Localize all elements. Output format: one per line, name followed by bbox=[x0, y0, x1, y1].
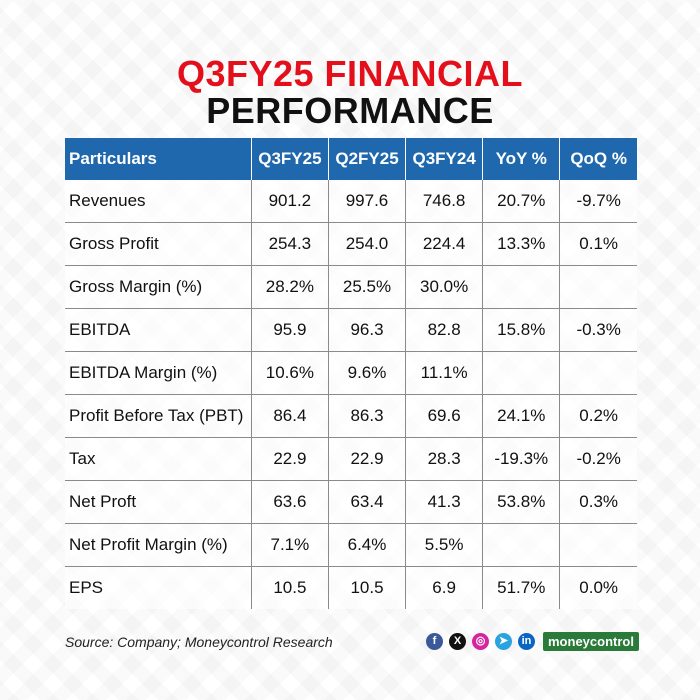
row-label: Net Proft bbox=[65, 480, 252, 524]
moneycontrol-logo[interactable]: moneycontrol bbox=[543, 632, 639, 651]
table-cell: 0.3% bbox=[559, 480, 637, 524]
table-cell: 51.7% bbox=[482, 566, 560, 609]
table-cell: 901.2 bbox=[250, 180, 329, 223]
table-cell: 95.9 bbox=[250, 308, 329, 352]
table-cell: 24.1% bbox=[482, 394, 560, 438]
telegram-icon[interactable]: ➤ bbox=[495, 633, 512, 650]
column-header: Q3FY25 bbox=[250, 138, 329, 180]
table-cell: 10.5 bbox=[327, 566, 406, 609]
column-header: Particulars bbox=[65, 138, 252, 180]
table-cell: 28.3 bbox=[405, 437, 483, 481]
column-header: QoQ % bbox=[559, 138, 637, 180]
table-cell bbox=[482, 523, 560, 567]
row-label: Gross Margin (%) bbox=[65, 265, 252, 309]
table-cell: 63.6 bbox=[250, 480, 329, 524]
table-cell: 997.6 bbox=[327, 180, 406, 223]
table-cell: 25.5% bbox=[327, 265, 406, 309]
title-line-2: PERFORMANCE bbox=[206, 90, 494, 131]
table-row: Net Profit Margin (%) 7.1% 6.4% 5.5% bbox=[65, 523, 637, 567]
source-note: Source: Company; Moneycontrol Research bbox=[65, 634, 333, 650]
table-row: Tax 22.9 22.9 28.3 -19.3% -0.2% bbox=[65, 437, 637, 481]
row-label: Tax bbox=[65, 437, 252, 481]
table-cell bbox=[559, 523, 637, 567]
column-header: Q3FY24 bbox=[405, 138, 484, 180]
table-cell: 86.3 bbox=[327, 394, 406, 438]
table-cell: 11.1% bbox=[405, 351, 483, 395]
table-cell: 53.8% bbox=[482, 480, 560, 524]
table-cell: -0.3% bbox=[559, 308, 637, 352]
x-icon[interactable]: X bbox=[449, 633, 466, 650]
row-label: Net Profit Margin (%) bbox=[65, 523, 252, 567]
table-cell: 13.3% bbox=[482, 222, 560, 266]
table-row: EBITDA Margin (%) 10.6% 9.6% 11.1% bbox=[65, 351, 637, 395]
facebook-icon[interactable]: f bbox=[426, 633, 443, 650]
table-cell: 254.0 bbox=[327, 222, 406, 266]
table-row: Gross Profit 254.3 254.0 224.4 13.3% 0.1% bbox=[65, 222, 637, 266]
table-cell: 22.9 bbox=[250, 437, 329, 481]
table-cell: 0.1% bbox=[559, 222, 637, 266]
linkedin-icon[interactable]: in bbox=[518, 633, 535, 650]
table-row: Profit Before Tax (PBT) 86.4 86.3 69.6 24.1%… bbox=[65, 394, 637, 438]
table-cell: 224.4 bbox=[405, 222, 483, 266]
table-cell: 69.6 bbox=[405, 394, 483, 438]
table-row: Net Proft 63.6 63.4 41.3 53.8% 0.3% bbox=[65, 480, 637, 524]
table-header-row: Particulars Q3FY25 Q2FY25 Q3FY24 YoY % QoQ % bbox=[65, 138, 637, 180]
row-label: Revenues bbox=[65, 180, 252, 223]
table-cell bbox=[482, 265, 560, 309]
table-cell: 6.4% bbox=[327, 523, 406, 567]
table-cell: 7.1% bbox=[250, 523, 329, 567]
table-row: Revenues 901.2 997.6 746.8 20.7% -9.7% bbox=[65, 180, 637, 223]
table-cell: 30.0% bbox=[405, 265, 483, 309]
table-cell: 9.6% bbox=[327, 351, 406, 395]
table-cell: 0.0% bbox=[559, 566, 637, 609]
column-header: Q2FY25 bbox=[327, 138, 407, 180]
table-cell: 86.4 bbox=[250, 394, 329, 438]
row-label: EBITDA bbox=[65, 308, 252, 352]
table-cell: 22.9 bbox=[327, 437, 406, 481]
table-cell: 20.7% bbox=[482, 180, 560, 223]
table-cell: 28.2% bbox=[250, 265, 329, 309]
row-label: Gross Profit bbox=[65, 222, 252, 266]
social-links: f X ◎ ➤ in moneycontrol bbox=[426, 632, 639, 651]
table-row: EPS 10.5 10.5 6.9 51.7% 0.0% bbox=[65, 566, 637, 609]
table-cell: 746.8 bbox=[405, 180, 483, 223]
table-row: EBITDA 95.9 96.3 82.8 15.8% -0.3% bbox=[65, 308, 637, 352]
table-cell: 6.9 bbox=[405, 566, 483, 609]
table-cell: 41.3 bbox=[405, 480, 483, 524]
row-label: EBITDA Margin (%) bbox=[65, 351, 252, 395]
table-cell: 0.2% bbox=[559, 394, 637, 438]
table-cell bbox=[559, 265, 637, 309]
column-header: YoY % bbox=[482, 138, 561, 180]
title-line-1: Q3FY25 FINANCIAL bbox=[176, 53, 524, 94]
table-cell: 82.8 bbox=[405, 308, 483, 352]
table-cell: 10.5 bbox=[250, 566, 329, 609]
instagram-icon[interactable]: ◎ bbox=[472, 633, 489, 650]
table-cell bbox=[559, 351, 637, 395]
table-row: Gross Margin (%) 28.2% 25.5% 30.0% bbox=[65, 265, 637, 309]
financial-table: Particulars Q3FY25 Q2FY25 Q3FY24 YoY % QoQ % … bbox=[65, 138, 637, 609]
table-cell: -0.2% bbox=[559, 437, 637, 481]
table-cell bbox=[482, 351, 560, 395]
row-label: EPS bbox=[65, 566, 252, 609]
table-cell: -9.7% bbox=[559, 180, 637, 223]
table-cell: 96.3 bbox=[327, 308, 406, 352]
row-label: Profit Before Tax (PBT) bbox=[65, 394, 252, 438]
table-cell: 254.3 bbox=[250, 222, 329, 266]
table-cell: 63.4 bbox=[327, 480, 406, 524]
table-cell: 10.6% bbox=[250, 351, 329, 395]
table-cell: 15.8% bbox=[482, 308, 560, 352]
table-cell: 5.5% bbox=[405, 523, 483, 567]
table-cell: -19.3% bbox=[482, 437, 560, 481]
